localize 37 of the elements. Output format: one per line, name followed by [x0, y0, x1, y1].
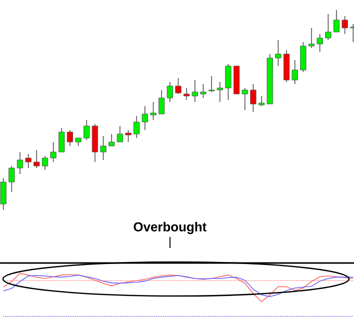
candlestick	[316, 34, 323, 52]
candlestick	[166, 82, 174, 102]
candlestick	[42, 156, 48, 170]
candlestick	[16, 152, 24, 174]
candlestick	[225, 64, 232, 100]
candlestick	[333, 10, 340, 32]
candlestick	[308, 28, 315, 48]
candlestick	[150, 102, 156, 120]
candlestick	[8, 166, 15, 192]
text: Overbought	[134, 222, 206, 234]
candlestick	[275, 40, 282, 66]
candlestick	[34, 150, 40, 168]
candlestick	[125, 130, 132, 142]
candlestick	[250, 84, 256, 112]
candlestick	[100, 136, 106, 160]
candlestick	[84, 120, 90, 140]
candlestick	[216, 82, 223, 102]
candlestick	[342, 16, 348, 34]
candlestick	[108, 134, 115, 146]
candlestick	[184, 88, 190, 100]
candlestick	[325, 14, 332, 40]
candlestick	[134, 116, 140, 138]
candlestick	[192, 80, 198, 102]
candlestick	[50, 142, 56, 162]
candlestick	[208, 76, 215, 92]
candlestick	[175, 78, 182, 94]
candlestick	[242, 88, 248, 110]
candlestick	[292, 60, 298, 84]
candlestick	[258, 96, 265, 106]
candlestick	[0, 178, 6, 210]
candlestick	[142, 106, 148, 130]
candlestick	[58, 128, 65, 152]
candlestick	[116, 126, 124, 142]
candlestick	[200, 84, 206, 98]
candlestick	[66, 130, 74, 146]
candlestick	[25, 154, 32, 168]
candlestick	[158, 90, 165, 114]
